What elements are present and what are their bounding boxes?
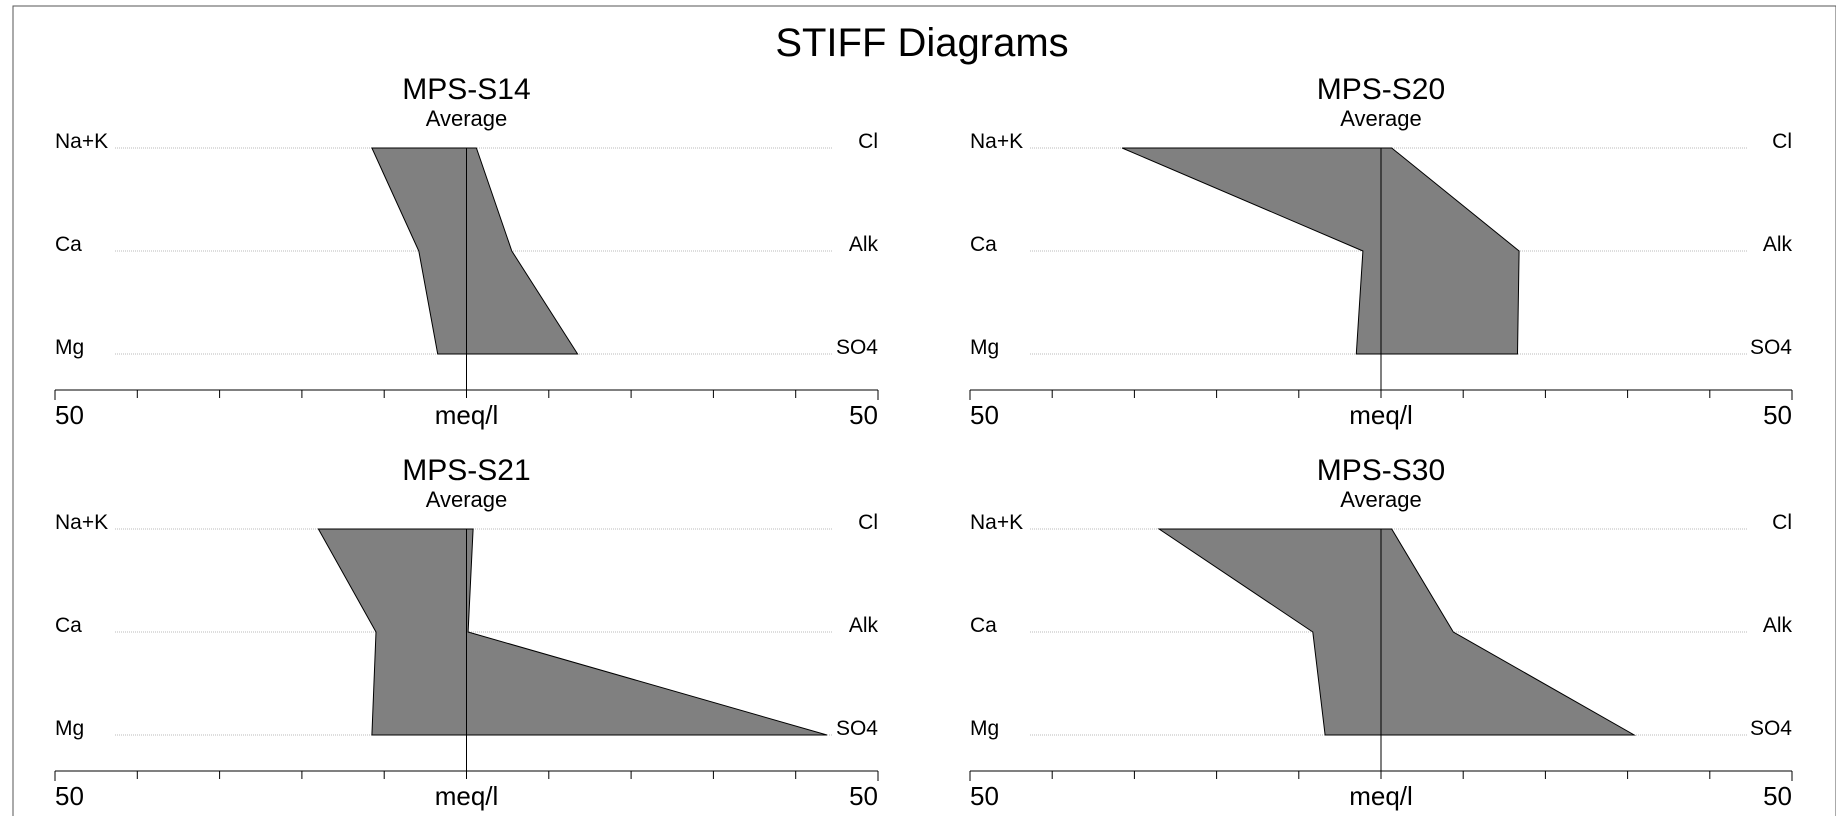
x-tick-label-left: 50 [55, 781, 84, 811]
panel-subtitle: Average [426, 487, 508, 512]
cation-label: Na+K [55, 511, 108, 534]
x-tick-label-right: 50 [1763, 781, 1792, 811]
stiff-polygon [1157, 528, 1637, 736]
cation-label: Na+K [970, 511, 1023, 534]
panel-subtitle: Average [1340, 106, 1422, 131]
cation-label: Mg [55, 717, 84, 740]
figure-title: STIFF Diagrams [775, 21, 1068, 65]
anion-label: SO4 [836, 336, 878, 359]
anion-label: Alk [1763, 614, 1793, 637]
cation-label: Mg [55, 336, 84, 359]
x-tick-label-right: 50 [849, 781, 878, 811]
anion-label: Alk [1763, 233, 1793, 256]
cation-label: Na+K [55, 130, 108, 153]
anion-label: SO4 [1750, 336, 1792, 359]
anion-label: Cl [1772, 130, 1792, 153]
cation-label: Mg [970, 336, 999, 359]
stiff-polygon [371, 147, 579, 355]
anion-label: Cl [1772, 511, 1792, 534]
stiff-polygon [317, 528, 828, 736]
panel-subtitle: Average [1340, 487, 1422, 512]
x-axis-label: meq/l [1349, 400, 1413, 430]
cation-label: Na+K [970, 130, 1023, 153]
x-tick-label-left: 50 [55, 400, 84, 430]
stiff-polygon [1121, 147, 1520, 355]
anion-label: Cl [858, 511, 878, 534]
cation-label: Ca [970, 233, 997, 256]
panel-title: MPS-S20 [1317, 73, 1445, 106]
x-axis-label: meq/l [1349, 781, 1413, 811]
panel-title: MPS-S21 [402, 454, 530, 487]
anion-label: SO4 [1750, 717, 1792, 740]
panel-title: MPS-S30 [1317, 454, 1445, 487]
x-tick-label-right: 50 [849, 400, 878, 430]
x-tick-label-right: 50 [1763, 400, 1792, 430]
cation-label: Ca [55, 233, 82, 256]
anion-label: Cl [858, 130, 878, 153]
cation-label: Mg [970, 717, 999, 740]
x-tick-label-left: 50 [970, 781, 999, 811]
anion-label: Alk [849, 233, 879, 256]
figure-frame [12, 5, 1836, 821]
x-tick-label-left: 50 [970, 400, 999, 430]
x-axis-label: meq/l [435, 400, 499, 430]
panel-title: MPS-S14 [402, 73, 530, 106]
x-axis-label: meq/l [435, 781, 499, 811]
cation-label: Ca [970, 614, 997, 637]
cation-label: Ca [55, 614, 82, 637]
anion-label: Alk [849, 614, 879, 637]
anion-label: SO4 [836, 717, 878, 740]
panel-subtitle: Average [426, 106, 508, 131]
